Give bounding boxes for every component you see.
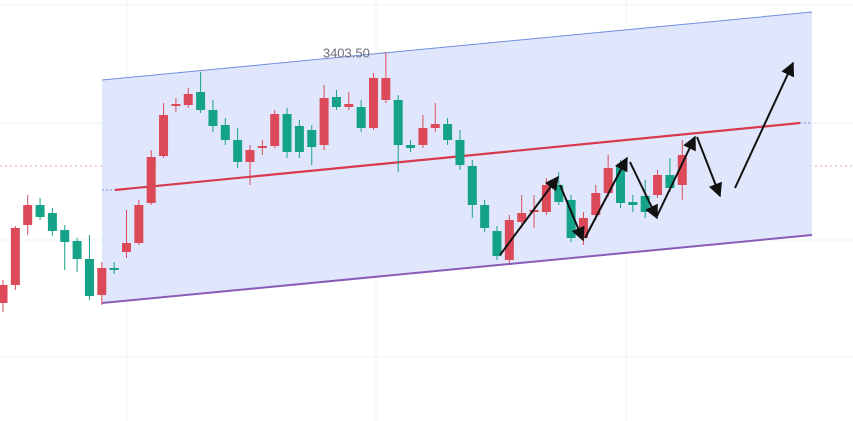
candle-body bbox=[430, 124, 440, 128]
candle-body bbox=[294, 126, 304, 152]
candle-body bbox=[282, 114, 292, 152]
candle-body bbox=[331, 97, 341, 107]
candle-body bbox=[245, 150, 255, 162]
candle-body bbox=[60, 230, 70, 242]
candle-body bbox=[381, 78, 391, 100]
candle-body bbox=[455, 140, 465, 165]
candle-body bbox=[146, 157, 156, 203]
candle-body bbox=[109, 268, 119, 270]
candle-body bbox=[356, 107, 366, 128]
candle-body bbox=[418, 128, 428, 145]
candle-body bbox=[270, 114, 280, 146]
candle-body bbox=[97, 268, 107, 295]
candle-body bbox=[628, 202, 638, 205]
candle-body bbox=[677, 155, 687, 185]
candle-body bbox=[541, 185, 551, 212]
candle-body bbox=[233, 140, 243, 162]
candle-body bbox=[554, 185, 564, 202]
candle-body bbox=[307, 130, 317, 147]
candle-body bbox=[0, 285, 8, 303]
candles bbox=[0, 52, 687, 312]
candle-body bbox=[504, 220, 514, 260]
candle-body bbox=[47, 213, 57, 231]
candle-body bbox=[529, 210, 539, 212]
candle-body bbox=[640, 196, 650, 212]
candle-body bbox=[208, 110, 218, 126]
candle-body bbox=[591, 193, 601, 215]
candle-body bbox=[122, 243, 131, 252]
candle-body bbox=[159, 115, 169, 156]
candle-body bbox=[369, 78, 378, 128]
candle-body bbox=[134, 205, 144, 243]
candle-body bbox=[344, 104, 354, 107]
candle-body bbox=[171, 104, 181, 106]
candle-body bbox=[84, 259, 94, 296]
candle-body bbox=[10, 228, 20, 285]
candle-body bbox=[72, 241, 82, 259]
candle-body bbox=[492, 231, 502, 256]
arrows bbox=[499, 61, 795, 256]
candle-body bbox=[183, 94, 193, 105]
candle-body bbox=[467, 166, 477, 205]
candle-body bbox=[35, 205, 45, 217]
candle-body bbox=[393, 100, 403, 145]
candle-body bbox=[517, 213, 527, 222]
candle-body bbox=[23, 205, 33, 225]
high-annotation: 3403.50 bbox=[323, 45, 370, 60]
candle-body bbox=[665, 175, 675, 188]
candle-body bbox=[443, 124, 453, 140]
candle-body bbox=[319, 98, 329, 145]
candle-body bbox=[566, 200, 576, 238]
candle-body bbox=[480, 205, 490, 228]
candle-body bbox=[257, 146, 267, 148]
candle-body bbox=[220, 125, 230, 140]
candle-body bbox=[196, 92, 206, 110]
candle-body bbox=[616, 165, 625, 203]
candle-body bbox=[653, 175, 663, 195]
candle-body bbox=[406, 145, 416, 148]
candle-body bbox=[603, 168, 613, 193]
